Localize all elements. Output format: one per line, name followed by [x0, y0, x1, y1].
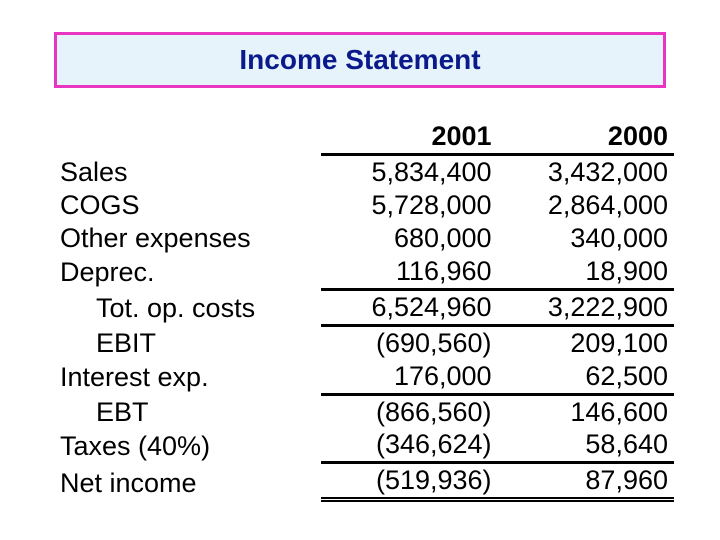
cell-2000: 3,222,900	[498, 289, 674, 325]
cell-2001: (519,936)	[321, 463, 497, 500]
row-label: Tot. op. costs	[54, 289, 321, 325]
row-label: Other expenses	[54, 222, 321, 255]
cell-2001: 6,524,960	[321, 289, 497, 325]
cell-2001: (346,624)	[321, 428, 497, 462]
row-label: Taxes (40%)	[54, 428, 321, 462]
table-row: Tot. op. costs6,524,9603,222,900	[54, 289, 674, 325]
row-label: Sales	[54, 154, 321, 188]
cell-2000: 58,640	[498, 428, 674, 462]
row-label: Net income	[54, 463, 321, 500]
cell-2000: 62,500	[498, 360, 674, 394]
table-row: EBT(866,560)146,600	[54, 394, 674, 428]
table-row: Deprec.116,96018,900	[54, 255, 674, 289]
cell-2001: 680,000	[321, 222, 497, 255]
table-row: Interest exp.176,00062,500	[54, 360, 674, 394]
row-label: COGS	[54, 189, 321, 222]
cell-2001: 116,960	[321, 255, 497, 289]
table-row: Sales5,834,4003,432,000	[54, 154, 674, 188]
income-statement-table: 2001 2000 Sales5,834,4003,432,000COGS5,7…	[54, 120, 674, 502]
table-row: COGS5,728,0002,864,000	[54, 189, 674, 222]
cell-2000: 340,000	[498, 222, 674, 255]
title-box: Income Statement	[54, 32, 666, 88]
cell-2000: 146,600	[498, 394, 674, 428]
row-label: EBIT	[54, 325, 321, 359]
header-col-2000: 2000	[498, 120, 674, 154]
cell-2001: 5,834,400	[321, 154, 497, 188]
page-title: Income Statement	[239, 44, 480, 76]
table-row: Taxes (40%)(346,624)58,640	[54, 428, 674, 462]
cell-2000: 18,900	[498, 255, 674, 289]
cell-2001: (690,560)	[321, 325, 497, 359]
cell-2001: 176,000	[321, 360, 497, 394]
row-label: EBT	[54, 394, 321, 428]
cell-2001: 5,728,000	[321, 189, 497, 222]
table-row: EBIT(690,560)209,100	[54, 325, 674, 359]
cell-2000: 209,100	[498, 325, 674, 359]
cell-2001: (866,560)	[321, 394, 497, 428]
header-col-2001: 2001	[321, 120, 497, 154]
cell-2000: 3,432,000	[498, 154, 674, 188]
table-row: Other expenses680,000340,000	[54, 222, 674, 255]
table-row: Net income(519,936)87,960	[54, 463, 674, 500]
header-row: 2001 2000	[54, 120, 674, 154]
row-label: Deprec.	[54, 255, 321, 289]
header-blank	[54, 120, 321, 154]
row-label: Interest exp.	[54, 360, 321, 394]
cell-2000: 87,960	[498, 463, 674, 500]
cell-2000: 2,864,000	[498, 189, 674, 222]
